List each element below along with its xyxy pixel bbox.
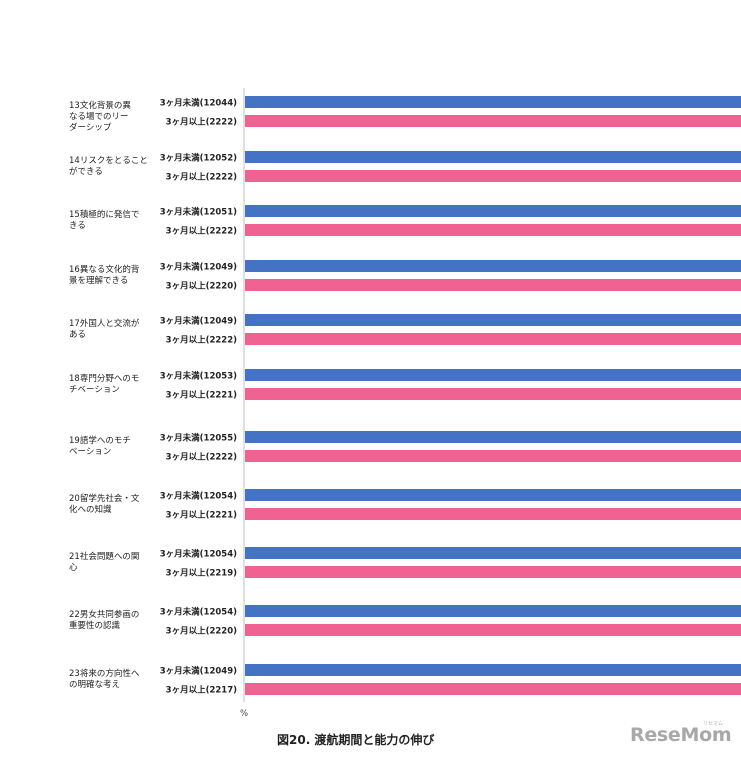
- series-label: 3ヶ月未満(12052): [160, 153, 237, 164]
- series-label: 3ヶ月未満(12055): [160, 433, 237, 444]
- category-label: の明確な考え: [69, 679, 120, 690]
- bar: [245, 388, 741, 400]
- series-label: 3ヶ月未満(12053): [160, 371, 237, 382]
- series-label: 3ヶ月以上(2222): [166, 335, 237, 346]
- bar: [245, 547, 741, 559]
- series-label: 3ヶ月以上(2221): [166, 390, 237, 401]
- series-label: 3ヶ月以上(2222): [166, 452, 237, 463]
- category-label: 13文化背景の異: [69, 100, 131, 111]
- bar: [245, 489, 741, 501]
- series-label: 3ヶ月以上(2222): [166, 117, 237, 128]
- series-label: 3ヶ月以上(2219): [166, 568, 237, 579]
- category-label: 化への知識: [69, 504, 112, 515]
- bar: [245, 314, 741, 326]
- series-label: 3ヶ月未満(12049): [160, 666, 237, 677]
- category-label: 20留学先社会・文: [69, 493, 140, 504]
- bar: [245, 683, 741, 695]
- bar: [245, 450, 741, 462]
- category-label: ができる: [69, 166, 103, 177]
- x-tick-label: %: [240, 709, 248, 719]
- series-label: 3ヶ月未満(12044): [160, 98, 237, 109]
- category-label: ダーシップ: [69, 122, 112, 133]
- bar: [245, 170, 741, 182]
- category-label: 景を理解できる: [69, 275, 128, 286]
- series-label: 3ヶ月以上(2220): [166, 281, 237, 292]
- category-label: 重要性の認識: [69, 620, 121, 631]
- category-label: 19語学へのモチ: [69, 435, 131, 446]
- series-label: 3ヶ月未満(12054): [160, 491, 237, 502]
- category-label: 17外国人と交流が: [69, 318, 140, 329]
- bar: [245, 664, 741, 676]
- bar: [245, 224, 741, 236]
- bar: [245, 279, 741, 291]
- category-label: なる場でのリー: [69, 111, 129, 122]
- series-label: 3ヶ月以上(2220): [166, 626, 237, 637]
- bar: [245, 624, 741, 636]
- series-label: 3ヶ月以上(2222): [166, 172, 237, 183]
- bar: [245, 605, 741, 617]
- resemom-logo-kana: リセマム: [703, 721, 724, 727]
- bar: [245, 369, 741, 381]
- series-label: 3ヶ月未満(12054): [160, 607, 237, 618]
- series-label: 3ヶ月未満(12051): [160, 207, 237, 218]
- category-label: 21社会問題への関: [69, 551, 139, 562]
- series-label: 3ヶ月以上(2217): [166, 685, 237, 696]
- series-label: 3ヶ月未満(12049): [160, 316, 237, 327]
- category-label: 23将来の方向性へ: [69, 668, 140, 679]
- category-label: 心: [69, 563, 78, 573]
- category-label: 14リスクをとること: [69, 156, 148, 166]
- figure-caption: 図20. 渡航期間と能力の伸び: [277, 732, 435, 747]
- series-label: 3ヶ月未満(12054): [160, 549, 237, 560]
- bar: [245, 566, 741, 578]
- bar: [245, 508, 741, 520]
- bar: [245, 96, 741, 108]
- series-label: 3ヶ月以上(2221): [166, 510, 237, 521]
- category-label: 22男女共同参画の: [69, 609, 139, 620]
- category-label: ある: [69, 330, 86, 340]
- series-label: 3ヶ月未満(12049): [160, 262, 237, 273]
- category-label: チベーション: [69, 385, 120, 395]
- series-label: 3ヶ月以上(2222): [166, 226, 237, 237]
- category-label: 15積極的に発信で: [69, 209, 139, 220]
- category-label: 18専門分野へのモ: [69, 373, 139, 384]
- bar: [245, 333, 741, 345]
- category-label: 16異なる文化的背: [69, 264, 140, 275]
- bar: [245, 115, 741, 127]
- bar: [245, 260, 741, 272]
- bar: [245, 151, 741, 163]
- bar: [245, 431, 741, 443]
- category-label: ベーション: [69, 447, 111, 457]
- bar: [245, 205, 741, 217]
- category-label: きる: [69, 221, 86, 231]
- resemom-logo: ReseMom: [630, 724, 732, 746]
